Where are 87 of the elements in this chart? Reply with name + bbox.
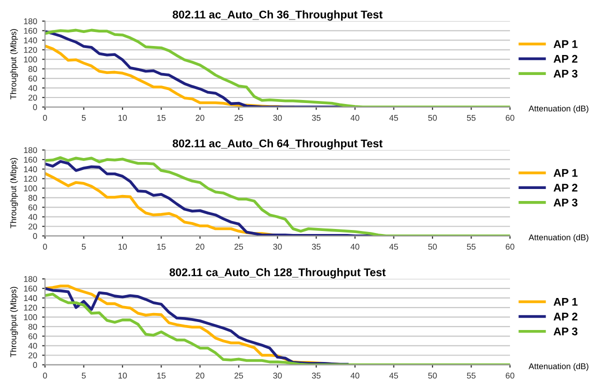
x-tick-label: 15: [157, 244, 166, 250]
x-tick-label: 35: [312, 372, 321, 379]
y-tick-label: 160: [24, 28, 38, 34]
x-tick-label: 10: [118, 244, 127, 250]
y-tick-label: 100: [24, 185, 38, 192]
x-tick-label: 15: [157, 372, 166, 379]
y-tick-label: 100: [24, 314, 38, 320]
x-tick-label: 55: [466, 244, 476, 250]
x-tick-label: 45: [389, 244, 398, 250]
y-axis-title: Throughput (Mbps): [10, 29, 18, 100]
x-tick-label: 15: [157, 114, 166, 121]
x-tick-label: 45: [389, 114, 398, 121]
y-tick-label: 180: [24, 18, 38, 24]
legend-label: AP 2: [554, 54, 578, 63]
x-tick-label: 20: [196, 244, 204, 250]
y-axis-title: Throughput (Mbps): [10, 158, 18, 228]
x-tick-label: 50: [428, 244, 437, 250]
y-tick-label: 120: [24, 46, 38, 53]
y-tick-label: 80: [28, 66, 38, 72]
x-tick-label: 5: [82, 372, 86, 379]
text: AP 1: [554, 298, 578, 306]
x-tick-label: 30: [273, 114, 282, 121]
x-tick-label: 10: [118, 114, 127, 121]
y-tick-label: 180: [24, 147, 38, 154]
legend-label: AP 3: [554, 198, 578, 206]
x-tick-label: 35: [312, 114, 321, 121]
x-tick-label: 50: [428, 114, 437, 121]
y-tick-label: 20: [28, 352, 38, 358]
legend-label: AP 3: [554, 70, 578, 78]
y-tick-label: 20: [28, 94, 38, 101]
x-tick-label: 30: [273, 244, 282, 250]
legend-label: AP 2: [554, 312, 578, 320]
x-tick-label: 60: [506, 372, 514, 379]
y-tick-label: 40: [28, 342, 38, 349]
legend-label: AP 1: [554, 40, 578, 48]
y-tick-label: 180: [24, 276, 38, 282]
x-tick-label: 25: [234, 114, 244, 121]
x-tick-label: 10: [118, 372, 127, 379]
y-tick-label: 20: [28, 224, 38, 230]
x-tick-label: 20: [196, 114, 204, 121]
x-tick-label: 25: [234, 372, 244, 379]
x-tick-label: 50: [428, 372, 437, 379]
y-tick-label: 80: [28, 324, 38, 330]
y-tick-label: 140: [24, 295, 38, 302]
chart-title: 802.11 ac_Auto_Ch 36_Throughput Test: [172, 10, 383, 21]
text: AP 1: [554, 169, 578, 177]
x-tick-label: 35: [312, 244, 321, 250]
y-tick-label: 160: [24, 286, 38, 292]
x-tick-label: 5: [82, 114, 86, 121]
x-tick-label: 60: [506, 244, 514, 250]
x-tick-label: 0: [43, 372, 47, 379]
x-tick-label: 30: [273, 372, 282, 379]
x-tick-label: 55: [466, 114, 476, 121]
x-tick-label: 5: [82, 244, 86, 250]
y-tick-label: 0: [33, 362, 38, 368]
y-tick-label: 140: [24, 166, 38, 172]
y-tick-label: 120: [24, 176, 38, 182]
y-tick-label: 80: [28, 194, 38, 201]
y-tick-label: 40: [28, 85, 38, 92]
y-tick-label: 60: [28, 333, 38, 340]
x-tick-label: 45: [389, 372, 398, 379]
chart-title: 802.11 ca_Auto_Ch 128_Throughput Test: [170, 268, 386, 278]
y-tick-label: 100: [24, 56, 38, 62]
y-tick-label: 0: [33, 233, 38, 240]
y-tick-label: 120: [24, 304, 38, 311]
x-tick-label: 20: [196, 372, 204, 379]
legend-label: AP 3: [554, 327, 578, 336]
x-tick-label: 55: [466, 372, 476, 379]
x-axis-title: Attenuation (dB): [528, 234, 588, 242]
chart-title: 802.11 ac_Auto_Ch 64_Throughput Test: [172, 139, 383, 150]
x-tick-label: 40: [350, 244, 360, 250]
legend-label: AP 2: [554, 184, 578, 192]
y-tick-label: 140: [24, 37, 38, 44]
x-tick-label: 60: [506, 114, 514, 121]
x-tick-label: 0: [43, 114, 47, 121]
y-axis-title: Throughput (Mbps): [10, 286, 18, 358]
y-tick-label: 0: [33, 104, 38, 110]
x-tick-label: 25: [234, 244, 244, 250]
y-tick-label: 60: [28, 76, 38, 82]
x-tick-label: 40: [350, 114, 360, 121]
x-tick-label: 0: [43, 244, 47, 250]
x-tick-label: 40: [350, 372, 360, 379]
x-axis-title: Attenuation (dB): [528, 105, 588, 114]
y-tick-label: 60: [28, 204, 38, 210]
y-tick-label: 40: [28, 214, 38, 220]
y-tick-label: 160: [24, 156, 38, 163]
x-axis-title: Attenuation (dB): [528, 363, 588, 371]
